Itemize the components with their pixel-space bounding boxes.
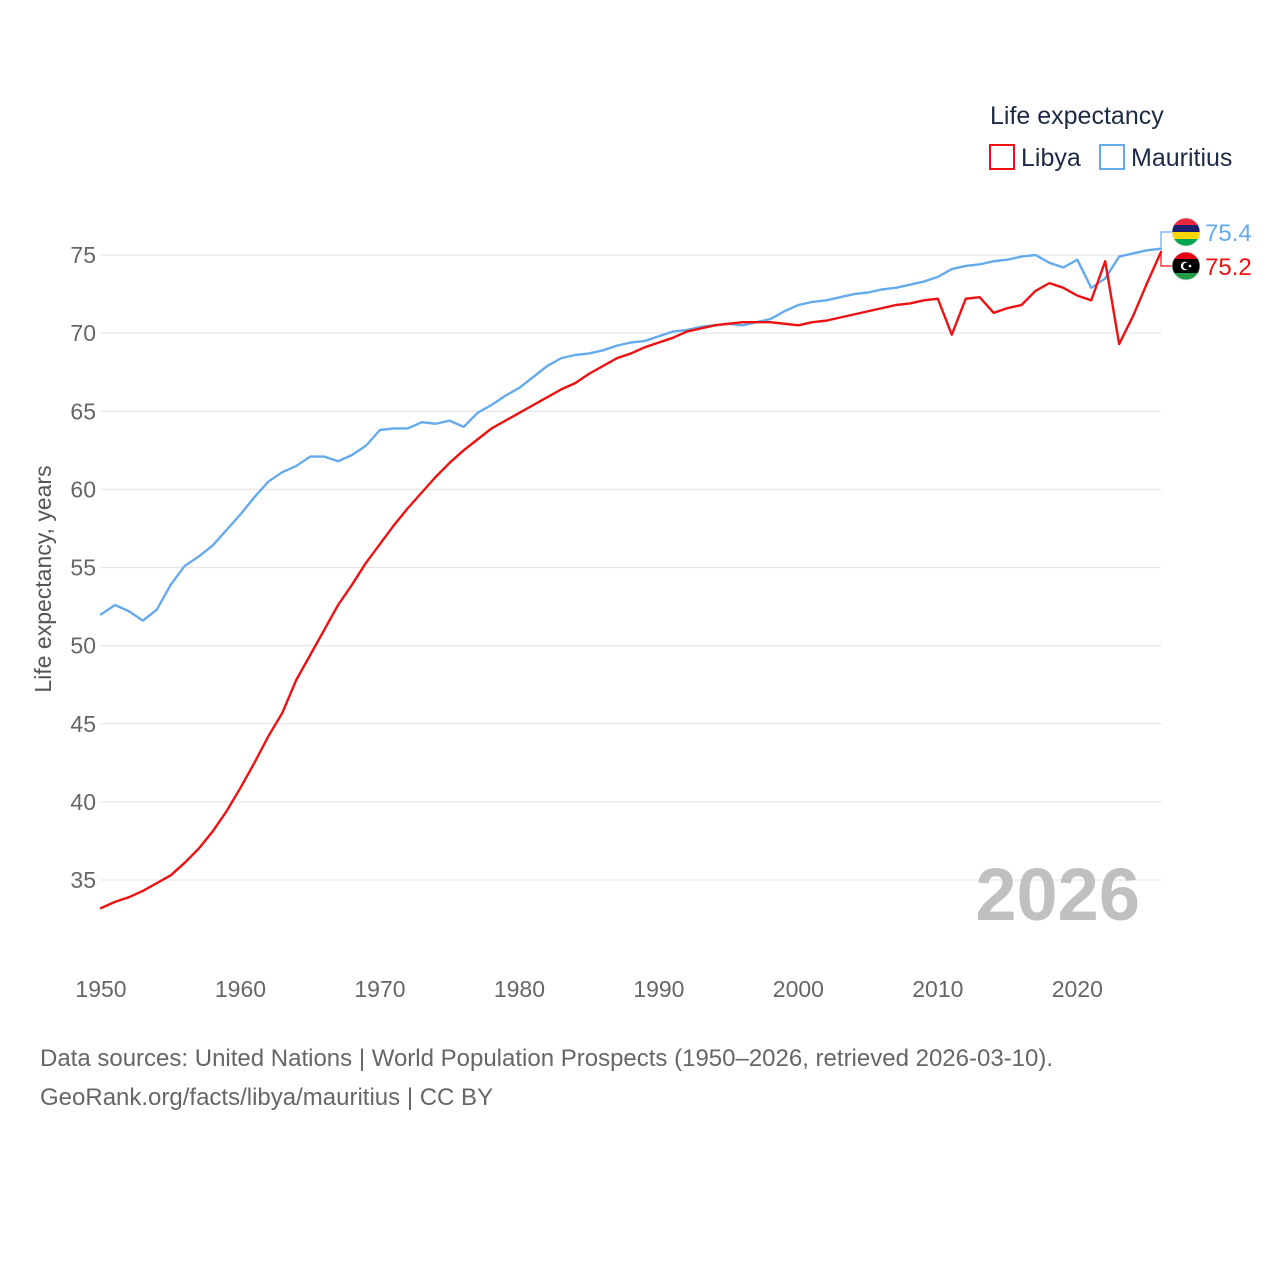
- y-tick-label-60: 60: [70, 476, 96, 502]
- y-tick-label-55: 55: [70, 555, 96, 581]
- source-line-1: Data sources: United Nations | World Pop…: [40, 1045, 1054, 1072]
- y-tick-label-45: 45: [70, 711, 96, 737]
- source-line-2: GeoRank.org/facts/libya/mauritius | CC B…: [40, 1084, 494, 1111]
- legend-swatch-libya: [989, 144, 1015, 170]
- end-connector-libya: [1160, 251, 1173, 267]
- libya-flag-icon: [1171, 251, 1201, 281]
- x-tick-label-2020: 2020: [1052, 976, 1103, 1002]
- end-labels: 75.4 75.2: [1160, 217, 1252, 281]
- current-year-label: 2026: [975, 853, 1140, 936]
- legend: Life expectancy Libya Mauritius: [989, 102, 1232, 172]
- y-tick-label-65: 65: [70, 398, 96, 424]
- legend-item-libya[interactable]: Libya: [989, 144, 1081, 172]
- x-tick-label-1980: 1980: [494, 976, 545, 1002]
- x-tick-label-2010: 2010: [912, 976, 963, 1002]
- y-axis-ticks: 35 40 45 50 55 60 65 70 75: [70, 242, 96, 893]
- x-axis-ticks: 1950 1960 1970 1980 1990 2000 2010 2020: [75, 976, 1102, 1002]
- series-line-libya[interactable]: [99, 250, 1163, 910]
- y-tick-label-70: 70: [70, 320, 96, 346]
- y-tick-label-50: 50: [70, 633, 96, 659]
- end-value-label-mauritius: 75.4: [1205, 220, 1252, 247]
- legend-label-libya: Libya: [1021, 144, 1081, 172]
- legend-title: Life expectancy: [990, 102, 1164, 130]
- end-connector-mauritius: [1160, 231, 1173, 249]
- x-tick-label-1960: 1960: [215, 976, 266, 1002]
- end-value-label-libya: 75.2: [1205, 254, 1252, 281]
- y-tick-label-40: 40: [70, 789, 96, 815]
- legend-label-mauritius: Mauritius: [1131, 144, 1232, 172]
- legend-item-mauritius[interactable]: Mauritius: [1099, 144, 1232, 172]
- x-tick-label-1950: 1950: [75, 976, 126, 1002]
- legend-swatch-mauritius: [1099, 144, 1125, 170]
- x-tick-label-2000: 2000: [773, 976, 824, 1002]
- x-tick-label-1990: 1990: [633, 976, 684, 1002]
- y-tick-label-35: 35: [70, 867, 96, 893]
- mauritius-flag-icon: [1171, 217, 1201, 247]
- series-line-mauritius[interactable]: [99, 247, 1163, 622]
- y-tick-label-75: 75: [70, 242, 96, 268]
- series-lines: [99, 247, 1163, 910]
- x-tick-label-1970: 1970: [354, 976, 405, 1002]
- y-axis-label: Life expectancy, years: [30, 465, 56, 692]
- gridlines: [101, 254, 1161, 881]
